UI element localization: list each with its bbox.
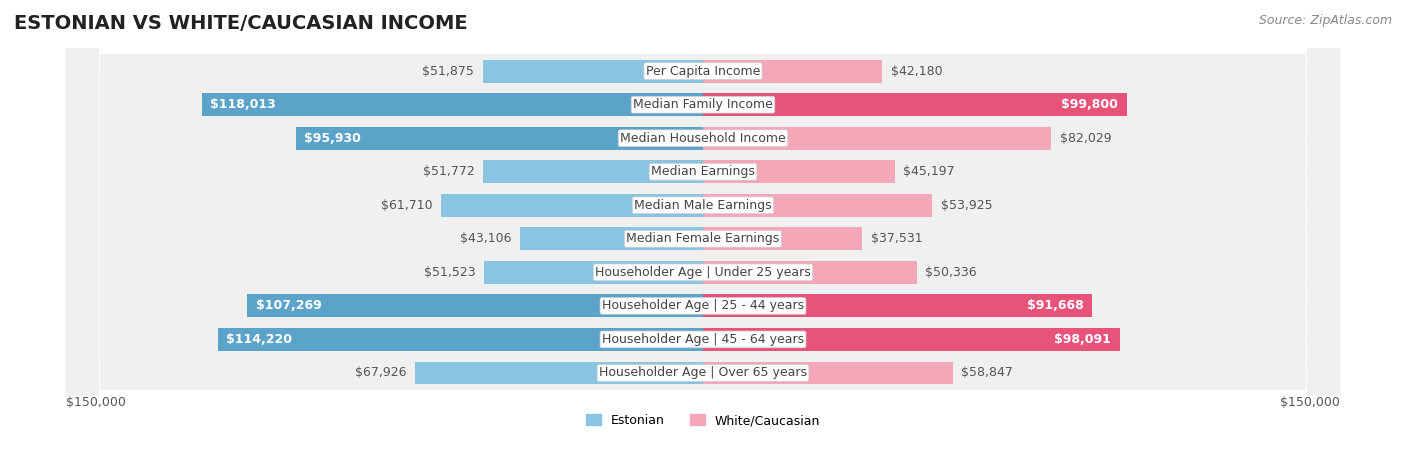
Text: $58,847: $58,847 xyxy=(962,367,1014,380)
Text: $51,523: $51,523 xyxy=(425,266,475,279)
Text: $43,106: $43,106 xyxy=(460,232,512,245)
Text: Householder Age | Under 25 years: Householder Age | Under 25 years xyxy=(595,266,811,279)
Bar xyxy=(703,328,1119,351)
FancyBboxPatch shape xyxy=(66,0,1340,467)
Text: $50,336: $50,336 xyxy=(925,266,977,279)
Text: $98,091: $98,091 xyxy=(1054,333,1111,346)
Text: $61,710: $61,710 xyxy=(381,199,433,212)
Text: Source: ZipAtlas.com: Source: ZipAtlas.com xyxy=(1258,14,1392,27)
Text: Householder Age | 25 - 44 years: Householder Age | 25 - 44 years xyxy=(602,299,804,312)
Bar xyxy=(703,295,1092,317)
Text: $67,926: $67,926 xyxy=(354,367,406,380)
Text: $51,875: $51,875 xyxy=(422,64,474,78)
FancyBboxPatch shape xyxy=(66,0,1340,467)
FancyBboxPatch shape xyxy=(66,0,1340,467)
Text: $51,772: $51,772 xyxy=(423,165,475,178)
Bar xyxy=(202,93,703,116)
Text: $107,269: $107,269 xyxy=(256,299,322,312)
Text: $53,925: $53,925 xyxy=(941,199,993,212)
Text: $42,180: $42,180 xyxy=(890,64,942,78)
Text: Median Household Income: Median Household Income xyxy=(620,132,786,145)
Text: $95,930: $95,930 xyxy=(304,132,361,145)
Text: Median Female Earnings: Median Female Earnings xyxy=(627,232,779,245)
Legend: Estonian, White/Caucasian: Estonian, White/Caucasian xyxy=(581,409,825,432)
Bar xyxy=(520,227,703,250)
Bar xyxy=(703,361,953,384)
Bar xyxy=(484,261,703,284)
Text: $118,013: $118,013 xyxy=(211,98,276,111)
Text: ESTONIAN VS WHITE/CAUCASIAN INCOME: ESTONIAN VS WHITE/CAUCASIAN INCOME xyxy=(14,14,468,33)
FancyBboxPatch shape xyxy=(66,0,1340,467)
FancyBboxPatch shape xyxy=(66,0,1340,467)
FancyBboxPatch shape xyxy=(66,0,1340,467)
Text: Median Family Income: Median Family Income xyxy=(633,98,773,111)
Bar xyxy=(703,93,1126,116)
Text: $37,531: $37,531 xyxy=(870,232,922,245)
Bar xyxy=(484,160,703,183)
Text: Median Male Earnings: Median Male Earnings xyxy=(634,199,772,212)
Text: $45,197: $45,197 xyxy=(904,165,955,178)
Text: Householder Age | Over 65 years: Householder Age | Over 65 years xyxy=(599,367,807,380)
Bar xyxy=(247,295,703,317)
FancyBboxPatch shape xyxy=(66,0,1340,467)
Text: $99,800: $99,800 xyxy=(1062,98,1118,111)
FancyBboxPatch shape xyxy=(66,0,1340,467)
Bar xyxy=(482,60,703,83)
Bar xyxy=(703,160,896,183)
Text: Per Capita Income: Per Capita Income xyxy=(645,64,761,78)
Bar xyxy=(441,194,703,217)
Text: $114,220: $114,220 xyxy=(226,333,292,346)
Bar xyxy=(703,261,917,284)
Bar xyxy=(415,361,703,384)
Bar xyxy=(703,127,1052,149)
Text: $150,000: $150,000 xyxy=(66,396,127,410)
Text: $82,029: $82,029 xyxy=(1060,132,1112,145)
FancyBboxPatch shape xyxy=(66,0,1340,467)
Text: $150,000: $150,000 xyxy=(1279,396,1340,410)
Bar xyxy=(295,127,703,149)
Bar xyxy=(703,60,882,83)
FancyBboxPatch shape xyxy=(66,0,1340,467)
Text: Householder Age | 45 - 64 years: Householder Age | 45 - 64 years xyxy=(602,333,804,346)
Text: Median Earnings: Median Earnings xyxy=(651,165,755,178)
Text: $91,668: $91,668 xyxy=(1026,299,1084,312)
Bar xyxy=(703,194,932,217)
Bar xyxy=(703,227,862,250)
Bar xyxy=(218,328,703,351)
